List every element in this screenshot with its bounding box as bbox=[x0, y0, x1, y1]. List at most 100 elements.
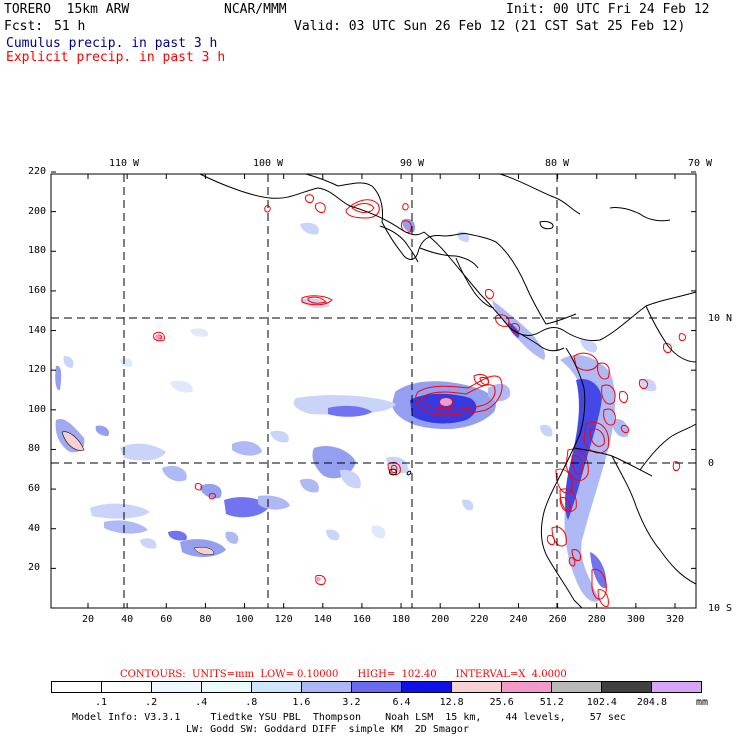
precip-contour bbox=[264, 205, 271, 213]
lat-label-10s: 10 S bbox=[708, 603, 733, 614]
precip-contour bbox=[315, 202, 326, 213]
colorbar-label: 204.8 bbox=[636, 697, 667, 708]
precip-contour bbox=[663, 343, 673, 353]
forecast-hour: 51 h bbox=[54, 19, 86, 34]
colorbar-swatch bbox=[551, 681, 601, 693]
precip-contour bbox=[421, 384, 496, 410]
border-nicaragua bbox=[455, 257, 495, 309]
precip-area bbox=[140, 538, 157, 549]
precip-contour bbox=[559, 488, 577, 512]
y-tick-label: 100 bbox=[28, 403, 47, 415]
precip-area bbox=[193, 547, 215, 555]
y-tick-label: 120 bbox=[28, 364, 47, 376]
precip-contour bbox=[555, 468, 573, 494]
precip-contour bbox=[571, 455, 583, 475]
model-info-physics: LW: Godd SW: Goddard DIFF simple KM 2D S… bbox=[186, 724, 469, 735]
x-tick-label: 300 bbox=[626, 614, 645, 625]
galapagos-2 bbox=[406, 470, 412, 476]
y-tick-label: 220 bbox=[28, 166, 47, 177]
precip-contour bbox=[439, 397, 454, 409]
precip-area bbox=[258, 495, 290, 510]
colorbar-label: .4 bbox=[195, 697, 208, 708]
precip-contour bbox=[597, 589, 609, 607]
x-tick-label: 20 bbox=[81, 614, 95, 625]
init-time: Init: 00 UTC Fri 24 Feb 12 bbox=[506, 2, 710, 17]
precip-contour bbox=[402, 203, 409, 211]
precip-area bbox=[300, 222, 319, 235]
precip-area bbox=[55, 365, 62, 391]
precip-contour bbox=[639, 379, 649, 389]
precip-contour bbox=[621, 425, 629, 433]
colorbar bbox=[51, 681, 702, 694]
precip-contour bbox=[591, 568, 607, 600]
precip-contour bbox=[603, 408, 616, 426]
lon-label-80w: 80 W bbox=[544, 158, 570, 169]
center-name: NCAR/MMM bbox=[224, 2, 287, 17]
lon-label-70w: 70 W bbox=[687, 158, 713, 169]
precip-area bbox=[488, 383, 511, 402]
coastline-yucatan bbox=[305, 173, 469, 260]
x-tick-label: 60 bbox=[160, 614, 173, 625]
precip-contour bbox=[153, 331, 165, 342]
precip-contour bbox=[565, 448, 589, 481]
precip-area bbox=[326, 529, 340, 541]
border-honduras bbox=[419, 247, 479, 269]
precip-contour bbox=[345, 199, 380, 219]
x-tick-label: 100 bbox=[235, 614, 254, 625]
y-tick-label: 180 bbox=[28, 245, 47, 257]
coastline-mexico bbox=[199, 173, 425, 236]
valid-time: Valid: 03 UTC Sun 26 Feb 12 (21 CST Sat … bbox=[294, 19, 686, 34]
contour-info: CONTOURS: UNITS=mm LOW= 0.10000 HIGH= 10… bbox=[120, 669, 567, 680]
precip-area bbox=[293, 395, 396, 415]
precip-contour bbox=[194, 483, 203, 491]
precip-area bbox=[492, 300, 546, 360]
y-tick-label: 200 bbox=[28, 205, 47, 217]
precip-contour bbox=[597, 362, 610, 380]
colorbar-swatch bbox=[101, 681, 151, 693]
x-tick-label: 140 bbox=[313, 614, 332, 625]
x-tick-label: 160 bbox=[352, 614, 371, 625]
galapagos-1 bbox=[389, 468, 397, 476]
precip-area bbox=[232, 441, 262, 456]
lon-label-110w: 110 W bbox=[108, 158, 140, 169]
model-title: TORERO 15km ARW bbox=[4, 2, 130, 17]
precip-area bbox=[300, 478, 319, 493]
graticule bbox=[51, 174, 696, 608]
colorbar-swatch bbox=[651, 681, 702, 693]
colorbar-swatch bbox=[501, 681, 551, 693]
precip-contour bbox=[307, 296, 327, 304]
lon-label-90w: 90 W bbox=[399, 158, 425, 169]
precip-contour bbox=[589, 428, 605, 447]
precip-area bbox=[104, 520, 148, 534]
x-tick-label: 120 bbox=[274, 614, 293, 625]
precip-contour bbox=[315, 575, 326, 585]
precip-area bbox=[61, 431, 85, 451]
precip-area bbox=[340, 469, 361, 489]
precip-area bbox=[200, 483, 222, 499]
colorbar-swatch bbox=[201, 681, 251, 693]
y-tick-label: 160 bbox=[28, 284, 47, 296]
precip-area bbox=[170, 380, 193, 393]
lon-label-100w: 100 W bbox=[252, 158, 284, 169]
precip-contour bbox=[678, 333, 687, 341]
precip-contour bbox=[301, 295, 333, 306]
precip-contour bbox=[208, 493, 217, 500]
colorbar-swatch bbox=[401, 681, 451, 693]
precip-area bbox=[225, 531, 239, 544]
x-tick-label: 280 bbox=[587, 614, 606, 625]
precip-contour bbox=[619, 391, 629, 403]
coastline-caribbean bbox=[467, 233, 577, 325]
x-tick-label: 200 bbox=[431, 614, 450, 625]
coastline-west-sa bbox=[540, 347, 586, 609]
precip-area bbox=[190, 328, 209, 337]
x-tick-label: 320 bbox=[665, 614, 685, 625]
x-tick-label: 240 bbox=[509, 614, 528, 625]
x-tick-label: 40 bbox=[121, 614, 134, 625]
colorbar-unit: mm bbox=[696, 697, 709, 708]
coastline-cuba bbox=[499, 173, 581, 215]
precip-contour bbox=[568, 557, 576, 567]
colorbar-label: 25.6 bbox=[489, 697, 514, 708]
precip-spot bbox=[155, 335, 161, 339]
colorbar-label: 102.4 bbox=[586, 697, 617, 708]
precip-area bbox=[168, 530, 187, 541]
